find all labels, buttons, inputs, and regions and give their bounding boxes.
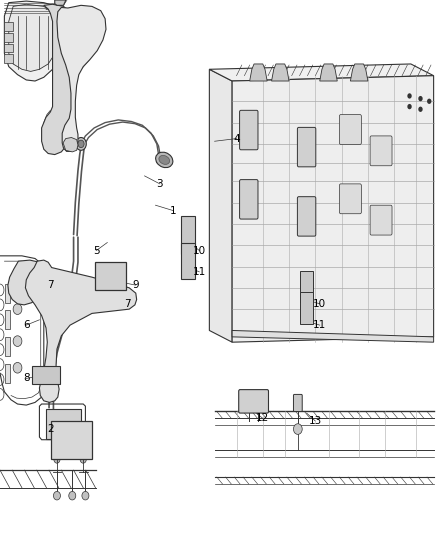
FancyBboxPatch shape xyxy=(239,390,268,413)
FancyBboxPatch shape xyxy=(370,136,392,166)
Polygon shape xyxy=(250,64,267,81)
Polygon shape xyxy=(4,1,61,81)
FancyBboxPatch shape xyxy=(51,421,92,459)
Text: 2: 2 xyxy=(47,424,54,434)
Circle shape xyxy=(69,491,76,500)
Circle shape xyxy=(13,336,22,346)
Polygon shape xyxy=(244,188,253,207)
Polygon shape xyxy=(302,205,311,224)
FancyBboxPatch shape xyxy=(339,184,361,214)
Text: 5: 5 xyxy=(93,246,100,255)
FancyBboxPatch shape xyxy=(240,180,258,219)
Ellipse shape xyxy=(155,152,173,167)
Polygon shape xyxy=(5,364,10,383)
Circle shape xyxy=(82,491,89,500)
Polygon shape xyxy=(5,337,10,356)
Circle shape xyxy=(62,429,81,452)
Circle shape xyxy=(53,102,60,111)
FancyBboxPatch shape xyxy=(95,262,126,290)
Circle shape xyxy=(53,81,60,90)
Polygon shape xyxy=(4,54,13,63)
Circle shape xyxy=(427,99,431,104)
Circle shape xyxy=(53,124,60,132)
FancyBboxPatch shape xyxy=(293,394,302,411)
Text: 7: 7 xyxy=(124,299,131,309)
Text: 4: 4 xyxy=(233,134,240,143)
Polygon shape xyxy=(209,64,434,81)
Polygon shape xyxy=(232,330,434,342)
Circle shape xyxy=(64,278,72,289)
Polygon shape xyxy=(302,135,311,155)
Circle shape xyxy=(407,104,412,109)
Polygon shape xyxy=(8,260,45,305)
Circle shape xyxy=(80,456,86,463)
FancyBboxPatch shape xyxy=(339,115,361,144)
FancyBboxPatch shape xyxy=(370,205,392,235)
Circle shape xyxy=(53,38,60,47)
Ellipse shape xyxy=(159,156,170,164)
Polygon shape xyxy=(4,33,13,42)
Polygon shape xyxy=(55,0,66,5)
Circle shape xyxy=(57,417,70,432)
Circle shape xyxy=(418,107,423,112)
Polygon shape xyxy=(57,5,106,151)
Text: 8: 8 xyxy=(23,374,30,383)
Circle shape xyxy=(53,60,60,68)
Circle shape xyxy=(76,138,86,150)
FancyBboxPatch shape xyxy=(300,271,313,302)
Text: 10: 10 xyxy=(313,299,326,309)
Text: 3: 3 xyxy=(156,179,163,189)
Text: 11: 11 xyxy=(193,267,206,277)
FancyBboxPatch shape xyxy=(240,110,258,150)
Circle shape xyxy=(407,93,412,99)
Polygon shape xyxy=(63,138,78,152)
Circle shape xyxy=(13,304,22,314)
Polygon shape xyxy=(209,69,232,342)
Text: 13: 13 xyxy=(309,416,322,426)
Circle shape xyxy=(103,270,117,287)
Polygon shape xyxy=(4,44,13,52)
Polygon shape xyxy=(350,64,368,81)
Polygon shape xyxy=(4,22,13,31)
Circle shape xyxy=(66,434,77,447)
Circle shape xyxy=(78,140,84,148)
FancyBboxPatch shape xyxy=(297,127,316,167)
Polygon shape xyxy=(5,310,10,329)
Text: 10: 10 xyxy=(193,246,206,255)
Text: 1: 1 xyxy=(170,206,177,215)
Text: 12: 12 xyxy=(256,414,269,423)
Polygon shape xyxy=(5,284,10,303)
Text: 11: 11 xyxy=(313,320,326,330)
Polygon shape xyxy=(9,4,57,71)
Circle shape xyxy=(127,293,134,302)
Polygon shape xyxy=(25,260,137,402)
Polygon shape xyxy=(232,76,434,342)
Circle shape xyxy=(13,362,22,373)
FancyBboxPatch shape xyxy=(46,409,81,439)
Circle shape xyxy=(53,491,60,500)
FancyBboxPatch shape xyxy=(297,197,316,236)
Circle shape xyxy=(293,424,302,434)
Text: 7: 7 xyxy=(47,280,54,290)
Polygon shape xyxy=(244,118,253,138)
FancyBboxPatch shape xyxy=(300,292,313,324)
Polygon shape xyxy=(272,64,289,81)
Text: 6: 6 xyxy=(23,320,30,330)
Polygon shape xyxy=(42,4,72,155)
Circle shape xyxy=(418,96,423,101)
FancyBboxPatch shape xyxy=(181,216,195,254)
FancyBboxPatch shape xyxy=(32,366,60,384)
Text: 9: 9 xyxy=(132,280,139,290)
FancyBboxPatch shape xyxy=(181,243,195,279)
Polygon shape xyxy=(320,64,337,81)
Circle shape xyxy=(54,456,60,463)
Circle shape xyxy=(13,282,22,293)
